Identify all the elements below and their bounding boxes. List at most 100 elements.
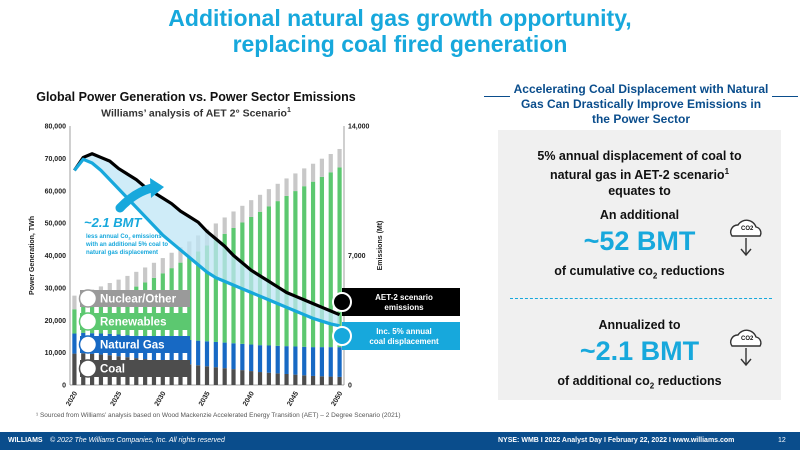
legend-icon-circle xyxy=(78,289,98,308)
bar-natural-gas xyxy=(72,333,77,354)
bar-coal xyxy=(302,375,307,385)
legend-label: Nuclear/Other xyxy=(100,294,177,306)
block1-post-b: reductions xyxy=(657,264,725,278)
legend-bar-natural-gas xyxy=(80,336,190,353)
bar-nuclear-other xyxy=(143,267,148,283)
chart-subtitle-text: Williams’ analysis of AET 2° Scenario xyxy=(101,107,287,120)
intro-line3: equates to xyxy=(608,184,671,199)
annotation-line1: less annual Co2 emissions xyxy=(86,234,162,241)
bar-nuclear-other xyxy=(231,211,236,228)
y-tick-label: 50,000 xyxy=(45,221,67,228)
bar-nuclear-other xyxy=(169,252,174,269)
y2-tick-label: 7,000 xyxy=(348,253,366,260)
bar-renewables xyxy=(284,195,289,347)
bar-coal xyxy=(231,369,236,385)
block2-post-sub: 2 xyxy=(649,381,655,391)
legend-label: Coal xyxy=(100,364,125,376)
end-label-aet2-dot xyxy=(332,292,352,312)
footer-copyright: © 2022 The Williams Companies, Inc. All … xyxy=(50,437,225,444)
bar-natural-gas xyxy=(284,346,289,374)
bar-nuclear-other xyxy=(266,189,271,207)
x-tick-label: 2050 xyxy=(330,390,344,407)
y-tick-label: 80,000 xyxy=(45,124,67,131)
bar-natural-gas xyxy=(319,347,325,377)
bar-coal xyxy=(266,372,271,385)
bar-natural-gas xyxy=(196,340,201,366)
bar-natural-gas xyxy=(240,343,245,371)
bar-nuclear-other xyxy=(240,205,245,223)
bar-nuclear-other xyxy=(72,295,77,310)
block2-post: of additional co2 reductions xyxy=(498,374,781,391)
block1-post-a: of cumulative co xyxy=(554,264,653,278)
power-generation-chart: 0 10,000 20,000 30,000 40,000 50,000 60,000 70,… xyxy=(29,124,460,407)
y-tick-label: 40,000 xyxy=(45,253,67,260)
y-axis-label: Power Generation, TWh xyxy=(29,216,36,295)
legend-label: Natural Gas xyxy=(100,340,165,352)
bar-coal xyxy=(196,365,201,385)
bar-renewables xyxy=(134,286,139,336)
bar-natural-gas xyxy=(257,345,263,373)
x-tick-label: 2025 xyxy=(109,390,123,407)
bar-nuclear-other xyxy=(284,178,289,196)
bar-nuclear-other xyxy=(257,194,263,212)
y-tick-label: 30,000 xyxy=(45,285,67,292)
bar-natural-gas xyxy=(302,346,307,376)
intro-line2: natural gas in AET-2 scenario1 xyxy=(498,164,781,183)
x-tick-label: 2020 xyxy=(65,390,79,407)
bar-coal xyxy=(328,376,333,385)
legend-icon-circle xyxy=(78,335,98,354)
gap-arrow xyxy=(115,183,157,213)
block2-pre: Annualized to xyxy=(598,318,681,332)
bar-coal xyxy=(293,374,298,385)
legend-icon-circle xyxy=(78,312,98,331)
y-tick-label: 0 xyxy=(62,383,66,390)
end-label-aet2-line1: AET-2 scenario xyxy=(375,293,433,302)
annotation-line2: with an additional 5% coal to xyxy=(85,242,168,248)
bar-coal xyxy=(284,373,289,385)
bar-nuclear-other xyxy=(151,262,157,278)
page-number: 12 xyxy=(778,437,786,444)
bar-natural-gas xyxy=(337,347,342,377)
bar-nuclear-other xyxy=(160,258,165,274)
bar-nuclear-other xyxy=(302,168,307,187)
bar-natural-gas xyxy=(204,341,210,367)
bar-natural-gas xyxy=(293,346,298,375)
block2-value: ~2.1 BMT xyxy=(579,336,700,366)
slide-title-line2: replacing coal fired generation xyxy=(232,31,568,57)
legend-icon-circle xyxy=(78,359,98,378)
y2-axis-label: Emissions (Mt) xyxy=(377,221,384,271)
bar-nuclear-other xyxy=(328,154,333,173)
end-label-aet2-line2: emissions xyxy=(384,303,424,312)
bar-natural-gas xyxy=(310,347,316,376)
co2-cloud-icon-2 xyxy=(730,329,762,367)
bar-nuclear-other xyxy=(134,271,139,287)
block1-post: of cumulative co2 reductions xyxy=(498,264,781,281)
slide-title-line1: Additional natural gas growth opportunit… xyxy=(168,5,632,31)
bar-renewables xyxy=(143,282,148,337)
bar-nuclear-other xyxy=(213,223,218,240)
footer-info: NYSE: WMB I 2022 Analyst Day I February … xyxy=(498,437,735,444)
bar-renewables xyxy=(222,233,227,343)
co2-cloud-label: CO2 xyxy=(741,226,754,232)
y2-tick-label: 0 xyxy=(348,383,352,390)
bar-renewables xyxy=(196,251,201,341)
footer-bar: WILLIAMS © 2022 The Williams Companies, … xyxy=(0,432,800,450)
co2-cloud-icon xyxy=(730,219,762,257)
bar-renewables xyxy=(319,176,325,348)
aet2-emissions-line xyxy=(73,152,341,317)
bar-renewables xyxy=(310,181,316,348)
bar-renewables xyxy=(72,309,77,334)
x-tick-label: 2035 xyxy=(198,390,212,407)
bar-renewables xyxy=(151,277,157,338)
chart-subtitle: Williams’ analysis of AET 2° Scenario1 xyxy=(28,107,364,120)
bar-nuclear-other xyxy=(293,173,298,192)
bar-nuclear-other xyxy=(337,148,342,168)
bar-natural-gas xyxy=(222,342,227,369)
block2-post-a: of additional co xyxy=(557,374,650,388)
bar-renewables xyxy=(275,201,280,346)
block1-value: ~52 BMT xyxy=(583,226,696,256)
y-tick-label: 60,000 xyxy=(45,188,67,195)
bar-coal xyxy=(222,368,227,385)
y-tick-label: 70,000 xyxy=(45,156,67,163)
end-label-coal-box xyxy=(342,322,460,350)
